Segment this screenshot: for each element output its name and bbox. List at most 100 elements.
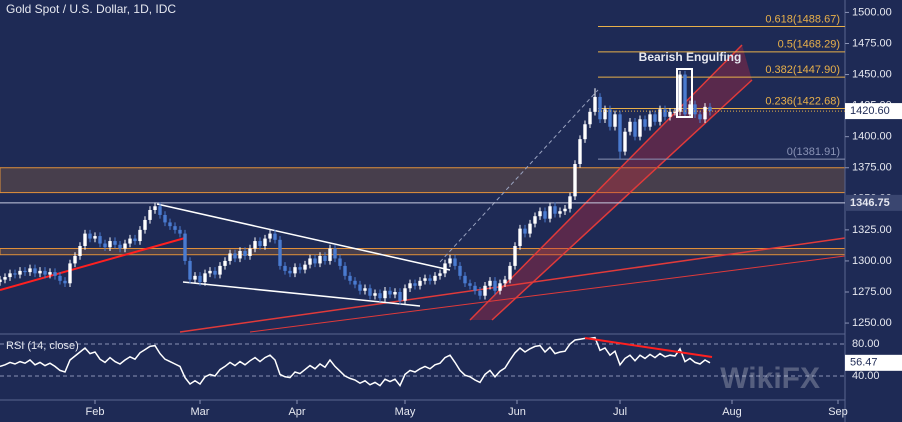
candle-body xyxy=(198,275,202,283)
candle-body xyxy=(288,270,292,274)
candle-body xyxy=(608,109,612,127)
candle-body xyxy=(348,275,352,281)
candle-body xyxy=(683,74,687,115)
channel xyxy=(470,45,752,320)
fib-label: 0(1381.91) xyxy=(787,146,840,158)
candle-body xyxy=(258,241,262,247)
candle-body xyxy=(568,196,572,209)
candle-body xyxy=(243,250,247,256)
candle-body xyxy=(178,229,182,234)
candle-body xyxy=(103,243,107,248)
candle-body xyxy=(173,226,177,230)
candle-body xyxy=(573,164,577,197)
y-tick-label: 1250.00 xyxy=(852,317,892,329)
candle-body xyxy=(653,114,657,122)
candle-body xyxy=(603,109,607,120)
candle-body xyxy=(563,208,567,212)
y-tick-label: 1325.00 xyxy=(852,224,892,236)
wedge-line xyxy=(156,203,451,271)
candle-body xyxy=(213,270,217,275)
candle-body xyxy=(53,272,57,276)
candle-body xyxy=(668,111,672,117)
candle-body xyxy=(358,284,362,291)
candle-body xyxy=(318,255,322,264)
candle-body xyxy=(113,241,117,245)
x-tick-label: Mar xyxy=(191,406,210,418)
x-tick-label: Aug xyxy=(722,406,742,418)
candle-body xyxy=(533,216,537,224)
level-label: 1346.75 xyxy=(850,197,890,209)
candle-body xyxy=(673,111,677,113)
candle-body xyxy=(323,255,327,261)
candle-body xyxy=(693,104,697,115)
candle-body xyxy=(518,228,522,247)
candle-body xyxy=(583,124,587,140)
candle-body xyxy=(588,111,592,125)
candle-body xyxy=(333,248,337,259)
candle-body xyxy=(303,264,307,270)
annotation: Bearish Engulfing xyxy=(639,50,742,64)
candle-body xyxy=(708,106,712,112)
candle-body xyxy=(523,228,527,234)
candle-body xyxy=(423,278,427,281)
candle-body xyxy=(528,223,532,234)
candle-body xyxy=(463,275,467,284)
candle-body xyxy=(598,96,602,120)
candle-body xyxy=(678,74,682,112)
y-tick-label: 1400.00 xyxy=(852,131,892,143)
candle-body xyxy=(148,209,152,220)
y-tick-label: 1475.00 xyxy=(852,37,892,49)
y-tick-label: 1275.00 xyxy=(852,286,892,298)
candle-body xyxy=(278,239,282,266)
candle-body xyxy=(593,96,597,112)
candle-body xyxy=(453,258,457,266)
candle-body xyxy=(663,109,667,117)
candle-body xyxy=(408,283,412,289)
candle-body xyxy=(298,267,302,270)
candle-body xyxy=(128,238,132,244)
candle-body xyxy=(373,293,377,296)
candle-body xyxy=(228,253,232,261)
candle-body xyxy=(488,280,492,286)
candle-body xyxy=(478,290,482,296)
divergence-line xyxy=(584,337,713,358)
candle-body xyxy=(628,121,632,132)
candle-body xyxy=(443,263,447,274)
candle-body xyxy=(538,211,542,217)
candle-body xyxy=(698,114,702,120)
candle-body xyxy=(93,236,97,239)
candle-body xyxy=(78,246,82,256)
level-box xyxy=(845,194,902,211)
candle-body xyxy=(218,265,222,275)
candle-body xyxy=(413,283,417,286)
price-box xyxy=(845,103,902,120)
candle-body xyxy=(23,270,27,273)
y-tick-label: 1500.00 xyxy=(852,6,892,18)
candle-body xyxy=(383,290,387,299)
fib-label: 0.618(1488.67) xyxy=(765,13,840,25)
y-tick-label: 1450.00 xyxy=(852,68,892,80)
price-label: 1420.60 xyxy=(850,105,890,117)
candle-body xyxy=(618,114,622,152)
candle-body xyxy=(343,265,347,276)
candle-body xyxy=(0,279,2,283)
candle-body xyxy=(188,260,192,280)
fib-label: 0.236(1422.68) xyxy=(765,95,840,107)
candle-body xyxy=(238,250,242,259)
candle-body xyxy=(88,233,92,239)
candle-body xyxy=(543,211,547,219)
trend-line xyxy=(0,237,186,291)
zones xyxy=(0,167,846,256)
projection-line xyxy=(439,89,599,263)
candle-body xyxy=(428,278,432,281)
candle-body xyxy=(108,241,112,248)
candle-body xyxy=(48,272,52,275)
candle-body xyxy=(33,268,37,274)
candle-body xyxy=(138,229,142,242)
candle-body xyxy=(688,104,692,115)
fib-label: 0.5(1468.29) xyxy=(778,39,840,51)
candle-body xyxy=(548,206,552,219)
candle-body xyxy=(273,233,277,240)
x-tick-label: Sep xyxy=(828,406,848,418)
candle-body xyxy=(223,260,227,266)
